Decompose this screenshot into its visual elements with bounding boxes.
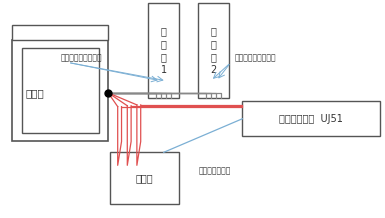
Bar <box>22 48 99 133</box>
Bar <box>198 3 229 98</box>
Text: 被检热电偶补偿导线: 被检热电偶补偿导线 <box>60 54 102 63</box>
Bar <box>243 101 380 136</box>
Bar <box>110 152 179 204</box>
Text: 电子电位差计  UJ51: 电子电位差计 UJ51 <box>280 114 343 124</box>
Text: 检定炉: 检定炉 <box>26 88 45 98</box>
Bar <box>148 3 179 98</box>
Text: 被
检
表
1: 被 检 表 1 <box>161 26 167 75</box>
Text: 被
检
表
2: 被 检 表 2 <box>211 26 217 75</box>
Bar <box>12 40 108 141</box>
Bar <box>12 24 108 40</box>
Text: 冰点器: 冰点器 <box>136 173 153 183</box>
Text: 被检热电偶补偿导线: 被检热电偶补偿导线 <box>235 54 276 63</box>
Text: 二等标准热电偶: 二等标准热电偶 <box>198 166 231 175</box>
